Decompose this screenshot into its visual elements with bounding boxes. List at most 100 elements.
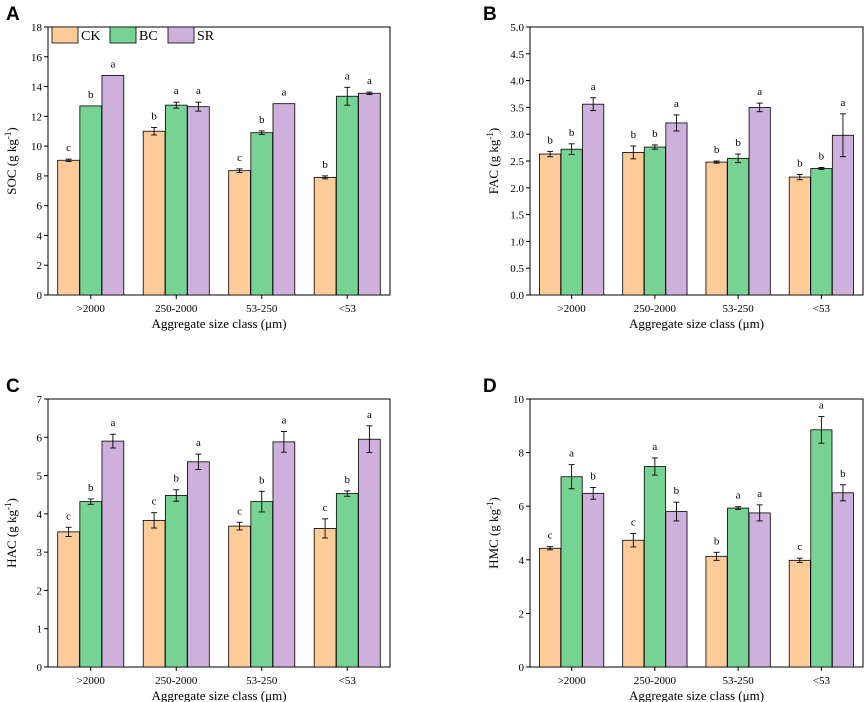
bar-bc	[643, 146, 666, 296]
significance-label: b	[714, 535, 720, 547]
significance-label: c	[797, 541, 802, 553]
bar-bc	[164, 495, 188, 668]
significance-label: a	[757, 488, 762, 500]
bar-ck	[788, 559, 811, 668]
significance-label: c	[323, 502, 328, 514]
bar-ck	[705, 161, 728, 296]
significance-label: a	[281, 415, 286, 427]
significance-label: a	[569, 448, 574, 460]
y-tick-label: 0	[519, 662, 525, 674]
significance-label: a	[736, 490, 741, 502]
y-tick-label: 7	[37, 394, 43, 406]
significance-label: b	[840, 468, 846, 480]
bar-ck	[57, 159, 80, 296]
significance-label: a	[281, 87, 286, 99]
y-axis-title: HMC (g kg-1)	[485, 497, 501, 569]
bar-ck	[788, 176, 811, 296]
x-tick-label: <53	[339, 303, 357, 315]
significance-label: b	[631, 129, 637, 141]
y-tick-label: 3.5	[510, 102, 524, 114]
bar-sr	[358, 92, 381, 296]
y-tick-label: 5	[37, 471, 43, 483]
x-tick-label: >2000	[558, 303, 587, 315]
significance-label: b	[88, 482, 94, 494]
y-tick-label: 16	[31, 52, 43, 64]
bar-sr	[272, 103, 296, 296]
bar-bc	[79, 105, 103, 296]
significance-label: b	[174, 473, 180, 485]
significance-label: a	[110, 417, 115, 429]
x-tick-label: >2000	[77, 675, 106, 687]
bar-ck	[142, 519, 166, 668]
significance-label: a	[110, 58, 115, 70]
significance-label: b	[345, 474, 351, 486]
bar-ck	[539, 153, 562, 296]
x-tick-label: 53-250	[246, 675, 278, 687]
y-axis-title: FAC (g kg-1)	[485, 128, 501, 195]
x-tick-label: 250-2000	[634, 303, 677, 315]
bar-sr	[187, 106, 210, 296]
bar-ck	[228, 525, 251, 668]
significance-label: b	[714, 144, 720, 156]
y-tick-label: 6	[519, 501, 525, 513]
bar-sr	[582, 492, 605, 668]
bar-ck	[705, 555, 728, 668]
significance-label: b	[88, 89, 94, 101]
y-tick-label: 2	[37, 585, 43, 597]
bar-bc	[727, 507, 750, 668]
significance-label: a	[757, 86, 762, 98]
y-tick-label: 6	[37, 432, 43, 444]
y-tick-label: 12	[31, 111, 42, 123]
significance-label: a	[174, 85, 179, 97]
significance-label: a	[819, 399, 824, 411]
bar-bc	[335, 95, 359, 296]
bar-sr	[831, 134, 854, 296]
y-tick-label: 3	[37, 547, 43, 559]
significance-label: c	[631, 517, 636, 529]
x-axis-title: Aggregate size class (μm)	[151, 688, 286, 702]
x-tick-label: >2000	[558, 675, 587, 687]
chart-panel-b: B 0.0 0.5 1.0 1.5 2.0 2.5 3.0 3.5 4.0 4.5 5.0 FAC (g…	[483, 4, 864, 331]
significance-label: b	[151, 111, 157, 123]
y-tick-label: 4	[37, 509, 43, 521]
panel-letter: A	[6, 4, 20, 25]
bar-sr	[665, 511, 688, 668]
y-tick-label: 1.5	[510, 210, 524, 222]
significance-label: a	[345, 70, 350, 82]
significance-label: a	[674, 98, 679, 110]
significance-label: a	[591, 81, 596, 93]
bar-bc	[560, 148, 583, 296]
x-tick-label: 250-2000	[155, 303, 198, 315]
y-tick-label: 4	[519, 555, 525, 567]
bar-sr	[748, 512, 771, 668]
bar-bc	[810, 168, 833, 296]
legend-label: SR	[197, 29, 215, 44]
y-tick-label: 18	[31, 22, 43, 34]
panel-letter: C	[6, 376, 20, 397]
legend-label: CK	[81, 29, 100, 44]
y-tick-label: 0	[37, 290, 43, 302]
y-tick-label: 4.5	[510, 49, 524, 61]
y-tick-label: 8	[37, 171, 43, 183]
y-tick-label: 0.0	[510, 290, 524, 302]
significance-label: c	[66, 510, 71, 522]
significance-label: b	[674, 485, 680, 497]
significance-label: b	[652, 128, 658, 140]
plot-frame	[47, 398, 391, 668]
bar-ck	[142, 130, 166, 296]
y-tick-label: 1	[37, 624, 43, 636]
y-tick-label: 0.5	[510, 263, 524, 275]
bar-ck	[539, 547, 562, 668]
bar-sr	[187, 461, 210, 668]
bar-ck	[313, 528, 337, 668]
chart-panel-a: A 0 2 4 6 8 10 12 14 16 18 SOC (g kg-1) >2000 c b a 250-…	[3, 4, 391, 331]
y-tick-label: 10	[31, 141, 43, 153]
x-axis-title: Aggregate size class (μm)	[151, 316, 286, 331]
significance-label: b	[735, 137, 741, 149]
plot-frame	[47, 26, 391, 296]
bar-bc	[335, 493, 359, 668]
x-tick-label: 53-250	[723, 303, 755, 315]
y-tick-label: 8	[519, 448, 525, 460]
significance-label: b	[590, 470, 596, 482]
